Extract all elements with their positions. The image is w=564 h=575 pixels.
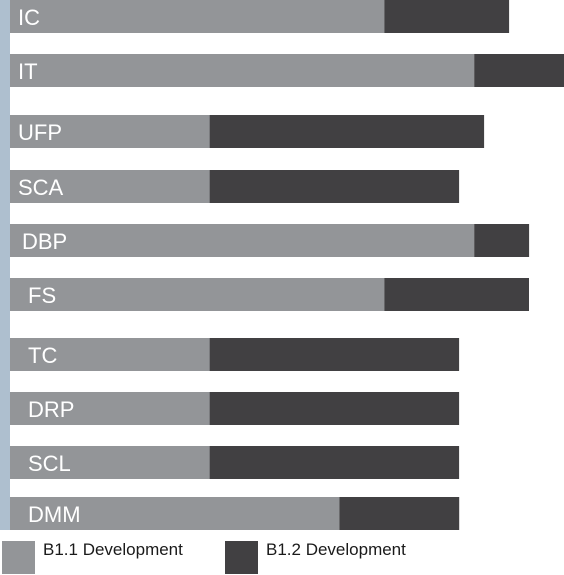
bar-tc-series-2 (209, 338, 460, 371)
bar-drp-series-1 (10, 392, 210, 425)
bar-dbp-series-2 (474, 224, 530, 257)
legend-swatch-b1-1 (2, 541, 35, 574)
bar-ufp-series-2 (209, 115, 485, 148)
legend-label-b1-1: B1.1 Development (43, 539, 183, 559)
legend-label-b1-2: B1.2 Development (266, 539, 406, 559)
category-label-dbp: DBP (22, 229, 67, 254)
category-label-it: IT (18, 59, 38, 84)
y-axis-line (0, 0, 10, 530)
bar-dmm-series-1 (10, 497, 340, 530)
bar-scl-series-2 (209, 446, 460, 479)
bar-sca-series-1 (10, 170, 210, 203)
legend-item-b1-1: B1.1 Development (2, 540, 183, 575)
bar-drp-series-2 (209, 392, 460, 425)
bar-it-series-1 (10, 54, 475, 87)
category-label-ufp: UFP (18, 120, 62, 145)
category-label-scl: SCL (28, 451, 71, 476)
legend-swatch-b1-2 (225, 541, 258, 574)
category-label-ic: IC (18, 5, 40, 30)
bar-ic-series-1 (10, 0, 385, 33)
bar-ic-series-2 (384, 0, 510, 33)
category-label-sca: SCA (18, 175, 64, 200)
bar-ufp-series-1 (10, 115, 210, 148)
category-label-drp: DRP (28, 397, 74, 422)
category-labels-group: IC IT UFP SCA DBP FS TC DRP SCL DMM (18, 5, 81, 527)
category-label-fs: FS (28, 283, 56, 308)
bar-scl-series-1 (10, 446, 210, 479)
bar-dbp-series-1 (10, 224, 475, 257)
bar-dmm-series-2 (339, 497, 460, 530)
bars-group (10, 0, 564, 530)
category-label-dmm: DMM (28, 502, 81, 527)
legend: B1.1 Development B1.2 Development (0, 540, 564, 575)
legend-item-b1-2: B1.2 Development (225, 540, 406, 575)
bar-sca-series-2 (209, 170, 460, 203)
category-label-tc: TC (28, 343, 57, 368)
bar-fs-series-2 (384, 278, 529, 311)
bar-fs-series-1 (10, 278, 385, 311)
bar-tc-series-1 (10, 338, 210, 371)
stacked-bar-chart: IC IT UFP SCA DBP FS TC DRP SCL DMM (0, 0, 564, 530)
bar-it-series-2 (474, 54, 564, 87)
